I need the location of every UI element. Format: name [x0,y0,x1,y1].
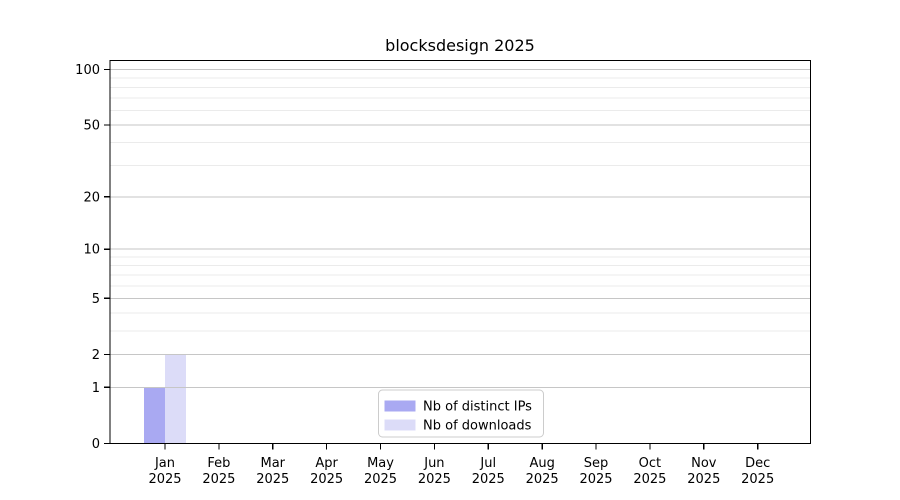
bar-downloads-jan [165,354,186,444]
legend-swatch-distinct-ips [384,400,416,412]
x-tick-label-month: Apr [315,456,338,471]
x-tick-label-year: 2025 [472,472,505,487]
legend-label-distinct-ips: Nb of distinct IPs [423,400,532,415]
x-tick-label: Mar 2025 [256,456,289,487]
x-tick-label: Nov 2025 [687,456,720,487]
chart-title: blocksdesign 2025 [385,36,535,55]
x-tick-label-year: 2025 [579,472,612,487]
x-tick-label-year: 2025 [148,472,181,487]
x-tick-label: Jan 2025 [148,456,181,487]
x-tick-label-year: 2025 [418,472,451,487]
legend-swatch-downloads [384,419,416,431]
x-tick-label-month: Feb [207,456,230,471]
x-tick-label: Jun 2025 [418,456,451,487]
x-tick-label-month: Jun [423,456,444,471]
legend-label-downloads: Nb of downloads [423,419,532,434]
y-tick-label: 5 [92,292,100,307]
y-tick-label: 10 [83,243,100,258]
x-tick-label-month: May [367,456,394,471]
legend-box [378,389,544,438]
y-tick-label: 0 [92,437,100,452]
y-tick-label: 1 [92,381,100,396]
x-tick-label-year: 2025 [256,472,289,487]
x-tick-label-year: 2025 [310,472,343,487]
x-tick-label-year: 2025 [526,472,559,487]
x-tick-label-month: Jul [479,456,496,471]
plot-border [109,59,812,445]
y-tick-label: 100 [75,63,100,78]
x-tick-label-year: 2025 [687,472,720,487]
x-tick-label: Sep 2025 [579,456,612,487]
x-tick-label-month: Jan [154,456,175,471]
y-tick-label: 20 [83,190,100,205]
bar-distinct-ips-jan [144,387,165,444]
y-tick-label: 50 [83,118,100,133]
x-tick-label-month: Mar [260,456,285,471]
x-tick-label-month: Nov [691,456,717,471]
x-tick-label-year: 2025 [202,472,235,487]
x-tick-label: Aug 2025 [526,456,559,487]
x-tick-label-month: Sep [584,456,609,471]
x-tick-label: Dec 2025 [741,456,774,487]
x-tick-label-year: 2025 [741,472,774,487]
y-tick-label: 2 [92,348,100,363]
x-tick-label: Feb 2025 [202,456,235,487]
x-tick-label-month: Dec [745,456,770,471]
x-tick-label-year: 2025 [364,472,397,487]
x-tick-label-month: Aug [529,456,554,471]
x-tick-label: Jul 2025 [472,456,505,487]
x-tick-label-month: Oct [639,456,661,471]
x-tick-label-year: 2025 [633,472,666,487]
x-tick-label: Oct 2025 [633,456,666,487]
x-tick-label: May 2025 [364,456,397,487]
x-tick-label: Apr 2025 [310,456,343,487]
